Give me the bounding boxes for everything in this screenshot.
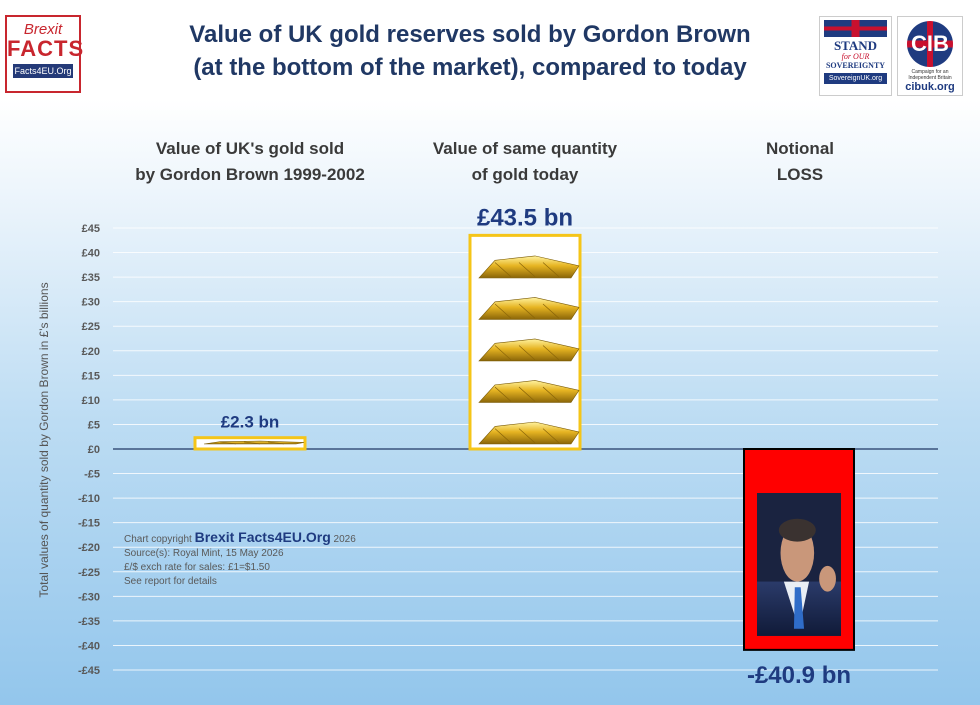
chart-credit: Chart copyright Brexit Facts4EU.Org 2026… (124, 530, 356, 589)
y-tick-label: £0 (88, 444, 100, 456)
y-tick-label: £5 (88, 419, 100, 431)
y-tick-label: £15 (82, 370, 100, 382)
column-header-today-line1: Value of same quantity (432, 139, 618, 158)
credit-source: Source(s): Royal Mint, 15 May 2026 (124, 548, 284, 559)
stand-logo-line3: SOVEREIGNTY (825, 61, 886, 70)
logo-line-brexit: Brexit (23, 21, 63, 38)
y-tick-label: £25 (82, 321, 100, 333)
column-header-sold-line1: Value of UK's gold sold (155, 139, 345, 158)
gold-bar-seam (542, 428, 560, 444)
photo-hand (819, 565, 836, 592)
cib-tagline: Campaign for an Independent Britain (908, 69, 952, 81)
gold-bar-seam (518, 303, 536, 319)
gold-bar-seam (542, 303, 560, 319)
y-tick-label: -£15 (78, 518, 100, 530)
stand-sovereignty-logo: STAND for OUR SOVEREIGNTY SovereignUK.or… (819, 16, 892, 96)
cib-site: cibuk.org (905, 81, 955, 93)
column-header-today-line2: of gold today (471, 165, 579, 184)
gold-bar-seam (267, 441, 285, 445)
y-tick-label: -£45 (78, 665, 100, 677)
column-header-loss-line2: LOSS (776, 165, 824, 184)
y-tick-label: -£40 (78, 640, 100, 652)
logo-line-site: Facts4EU.Org (13, 64, 73, 78)
column-header-sold-line2: by Gordon Brown 1999-2002 (135, 165, 365, 184)
gold-bar-seam (494, 428, 512, 444)
photo-tie (793, 587, 805, 629)
bar-3 (743, 448, 855, 651)
y-tick-label: -£25 (78, 567, 100, 579)
chart-title: Value of UK gold reserves sold by Gordon… (110, 18, 830, 84)
credit-year: 2026 (333, 534, 356, 545)
stand-logo-line1: STAND (833, 38, 878, 53)
gold-bar-seam (518, 428, 536, 444)
gold-bar-seam (494, 262, 512, 278)
gold-bar-seam (494, 386, 512, 402)
y-tick-label: £45 (82, 223, 100, 235)
credit-line-copyright: Chart copyright Brexit Facts4EU.Org 2026 (124, 530, 356, 547)
y-tick-label: -£5 (84, 469, 100, 481)
gold-bar-seam (494, 303, 512, 319)
data-label: £43.5 bn (477, 204, 573, 231)
column-header-loss-line1: Notional (766, 139, 834, 158)
cib-logo: CIB Campaign for an Independent Britain … (897, 16, 963, 96)
gold-bar-seam (243, 441, 261, 445)
bar-1 (193, 436, 307, 451)
y-tick-label: -£35 (78, 616, 100, 628)
y-tick-label: £20 (82, 346, 100, 358)
y-tick-label: £10 (82, 395, 100, 407)
column-header-today: Value of same quantity of gold today (375, 136, 675, 188)
bar-2 (468, 233, 582, 451)
gold-bar-seam (219, 441, 237, 445)
gold-bar-seam (542, 386, 560, 402)
y-tick-label: -£10 (78, 493, 100, 505)
credit-rate: £/$ exch rate for sales: £1=$1.50 (124, 562, 270, 573)
data-label: -£40.9 bn (747, 662, 851, 689)
logo-line-facts: FACTS (7, 36, 85, 61)
gold-bar-seam (542, 262, 560, 278)
y-tick-label: £35 (82, 272, 100, 284)
column-header-sold: Value of UK's gold sold by Gordon Brown … (100, 136, 400, 188)
credit-prefix: Chart copyright (124, 534, 192, 545)
data-label: £2.3 bn (221, 413, 280, 432)
y-tick-label: -£20 (78, 542, 100, 554)
photo-hair (778, 518, 816, 542)
stand-logo-line2: for OUR (841, 52, 870, 61)
chart-title-line1: Value of UK gold reserves sold by Gordon… (189, 21, 751, 48)
y-axis-label: Total values of quantity sold by Gordon … (37, 282, 51, 597)
y-tick-label: -£30 (78, 591, 100, 603)
cib-mark-icon: CIB (907, 21, 953, 67)
gold-bar-seam (518, 345, 536, 361)
chart-title-line2: (at the bottom of the market), compared … (193, 54, 747, 81)
brexit-facts-logo: Brexit FACTS Facts4EU.Org (5, 15, 85, 93)
union-flag-icon (824, 20, 887, 37)
gold-bar-seam (542, 345, 560, 361)
gold-bar-seam (518, 262, 536, 278)
credit-note: See report for details (124, 576, 217, 587)
y-tick-label: £40 (82, 248, 100, 260)
y-tick-label: £30 (82, 297, 100, 309)
credit-brand: Brexit Facts4EU.Org (194, 529, 331, 545)
stand-logo-site: SovereignUK.org (824, 73, 887, 84)
column-header-loss: Notional LOSS (650, 136, 950, 188)
gold-bar-seam (494, 345, 512, 361)
gold-bar-seam (518, 386, 536, 402)
